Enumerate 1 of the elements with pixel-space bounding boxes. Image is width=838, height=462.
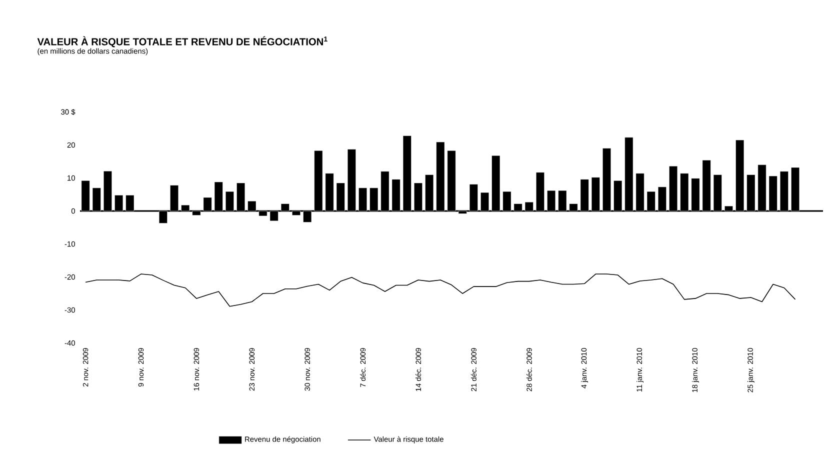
chart-title: VALEUR À RISQUE TOTALE ET REVENU DE NÉGOCIATION$^{1}$ xyxy=(37,36,328,48)
